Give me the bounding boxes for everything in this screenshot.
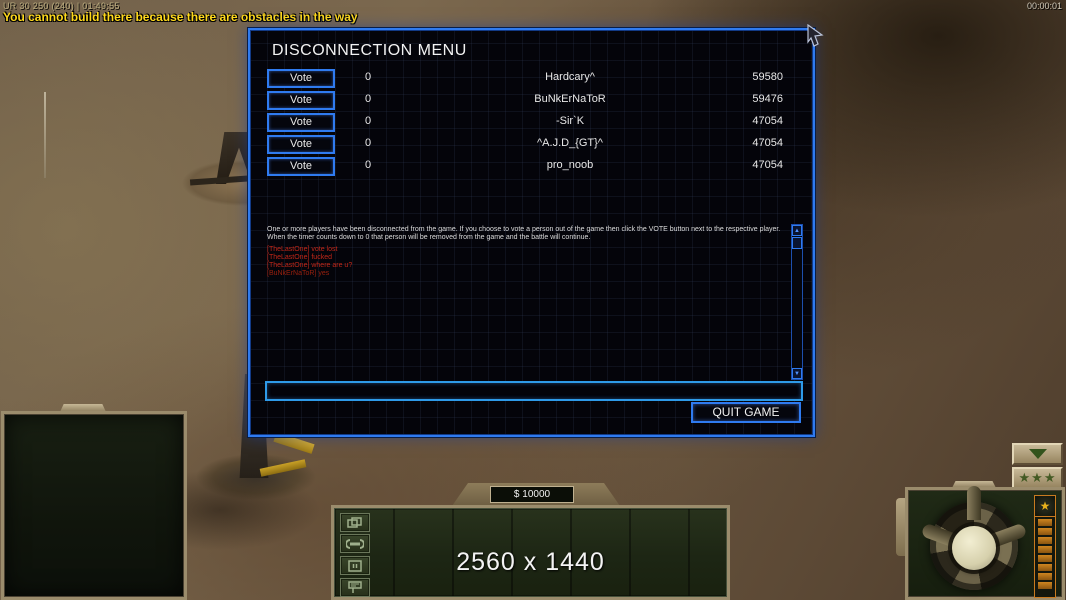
player-name: Hardcary^	[545, 71, 595, 83]
money-display: $ 10000	[490, 486, 574, 503]
vote-button[interactable]: Vote	[267, 157, 335, 176]
build-warning-message: You cannot build there because there are…	[3, 10, 358, 24]
general-arrow-button[interactable]	[1012, 443, 1063, 465]
quit-game-button[interactable]: QUIT GAME	[691, 402, 801, 423]
player-name: ^A.J.D_{GT}^	[537, 137, 603, 149]
vote-count: 0	[364, 159, 372, 171]
rank-cell	[1038, 564, 1052, 571]
timeout-value: 47054	[752, 137, 783, 149]
player-name: BuNkErNaToR	[534, 93, 606, 105]
disconnect-message-box: One or more players have been disconnect…	[265, 224, 803, 380]
duplicate-icon[interactable]	[340, 513, 370, 532]
vote-row: Vote 0 pro_noob 47054	[250, 157, 813, 177]
rank-cell	[1038, 582, 1052, 589]
chat-scrollbar[interactable]: ▲ ▼	[791, 224, 803, 380]
minimap-tab	[60, 404, 106, 412]
disconnect-info-text: One or more players have been disconnect…	[267, 226, 781, 241]
scroll-up-icon[interactable]: ▲	[792, 225, 802, 236]
game-timer: 00:00:01	[1026, 1, 1062, 11]
scrollbar-thumb[interactable]	[792, 237, 802, 249]
vote-button[interactable]: Vote	[267, 69, 335, 88]
player-name: pro_noob	[546, 159, 594, 171]
resolution-overlay: 2560 x 1440	[456, 548, 605, 576]
chat-line: [TheLastOne] vote lost	[267, 246, 338, 253]
vote-count: 0	[364, 137, 372, 149]
chat-line: [TheLastOne] fucked	[267, 254, 332, 261]
vote-count: 0	[364, 115, 372, 127]
chat-input[interactable]	[265, 381, 803, 401]
dialog-title: DISCONNECTION MENU	[272, 42, 467, 59]
scroll-down-icon[interactable]: ▼	[792, 368, 802, 379]
wrench-icon[interactable]	[340, 534, 370, 553]
rank-cell	[1038, 528, 1052, 535]
sell-icon[interactable]	[340, 556, 370, 575]
unit-portrait-panel: ★	[905, 486, 1065, 600]
vote-row: Vote 0 BuNkErNaToR 59476	[250, 91, 813, 111]
experience-rank-strip: ★	[1034, 495, 1056, 598]
beacon-icon[interactable]	[340, 578, 370, 597]
portrait-tab-top	[952, 481, 996, 488]
rank-cell	[1038, 573, 1052, 580]
timeout-value: 59580	[752, 71, 783, 83]
rank-cell	[1038, 537, 1052, 544]
chat-line: [BuNkErNaToR] yes	[267, 270, 330, 277]
timeout-value: 59476	[752, 93, 783, 105]
command-bar	[331, 505, 730, 600]
vote-button[interactable]: Vote	[267, 91, 335, 110]
gla-faction-emblem	[920, 486, 1028, 590]
portrait-tab-left	[896, 498, 906, 556]
terrain-pole	[44, 92, 46, 178]
vote-count: 0	[364, 71, 372, 83]
three-stars-icon: ★★★	[1018, 470, 1057, 485]
player-name: -Sir`K	[555, 115, 585, 127]
timeout-value: 47054	[752, 115, 783, 127]
minimap-panel[interactable]	[1, 411, 187, 600]
performance-counter: UR 30 250 (240) | 01:49:55	[3, 1, 120, 11]
vote-button[interactable]: Vote	[267, 113, 335, 132]
chat-line: [TheLastOne] where are u?	[267, 262, 353, 269]
disconnection-menu-dialog: DISCONNECTION MENU Vote 0 Hardcary^ 5958…	[248, 28, 815, 437]
rank-cell	[1038, 546, 1052, 553]
mouse-cursor-icon	[807, 24, 824, 47]
vote-row: Vote 0 ^A.J.D_{GT}^ 47054	[250, 135, 813, 155]
vote-row: Vote 0 -Sir`K 47054	[250, 113, 813, 133]
command-bar-side-buttons	[336, 511, 374, 600]
emblem-blade	[967, 486, 981, 520]
emblem-core	[952, 526, 996, 570]
vote-count: 0	[364, 93, 372, 105]
rank-star-icon: ★	[1035, 496, 1055, 517]
rank-cell	[1038, 519, 1052, 526]
vote-button[interactable]: Vote	[267, 135, 335, 154]
vote-row: Vote 0 Hardcary^ 59580	[250, 69, 813, 89]
rank-cell	[1038, 555, 1052, 562]
general-rank-button[interactable]: ★★★	[1012, 467, 1063, 489]
timeout-value: 47054	[752, 159, 783, 171]
down-arrow-icon	[1028, 449, 1047, 459]
